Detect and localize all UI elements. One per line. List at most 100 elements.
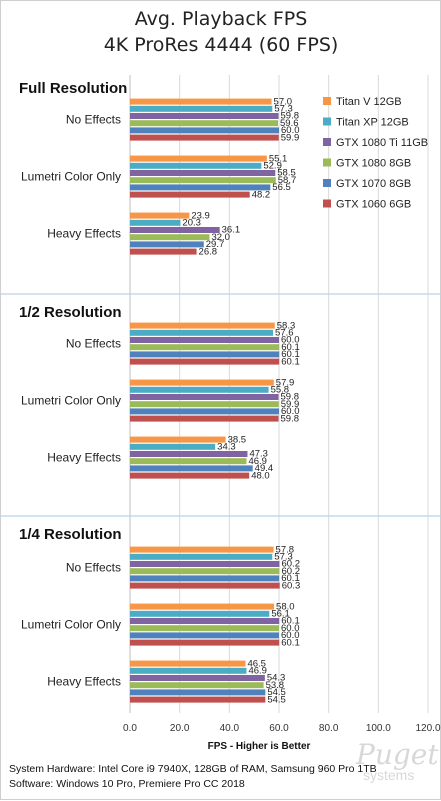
bar-value-label: 57.0	[274, 96, 293, 107]
bar-value-label: 54.3	[267, 673, 286, 684]
bar-value-label: 60.1	[281, 349, 300, 360]
bar	[130, 344, 280, 351]
bar	[130, 358, 280, 365]
bar-value-label: 55.8	[271, 385, 290, 396]
bars: 57.057.359.859.660.059.955.152.958.558.7…	[130, 96, 300, 705]
bar	[130, 451, 248, 457]
bar	[130, 191, 250, 198]
legend-entry: GTX 1060 6GB	[336, 199, 411, 211]
bar-value-label: 23.9	[191, 210, 210, 221]
bar-value-label: 58.0	[276, 601, 295, 612]
legend-swatch	[323, 97, 331, 105]
legend-swatch	[323, 138, 331, 146]
bar	[130, 675, 265, 681]
bar	[130, 98, 272, 105]
bar	[130, 610, 270, 617]
footer-software: Software: Windows 10 Pro, Premiere Pro C…	[9, 778, 245, 790]
chart-title: Avg. Playback FPS	[135, 8, 308, 30]
bar	[130, 632, 279, 639]
bar-value-label: 54.5	[267, 694, 286, 705]
bar	[130, 465, 253, 472]
bar-value-label: 32.0	[211, 232, 230, 243]
bar-value-label: 55.1	[269, 153, 288, 164]
bar-value-label: 60.2	[281, 559, 300, 570]
bar-value-label: 36.1	[222, 225, 241, 236]
bar	[130, 458, 247, 465]
legend-swatch	[323, 199, 331, 208]
bar-value-label: 60.1	[281, 637, 300, 648]
category-label: Heavy Effects	[47, 675, 121, 689]
bar	[130, 120, 279, 127]
category-label: No Effects	[66, 113, 121, 127]
bar	[130, 618, 280, 624]
legend-entry: GTX 1080 8GB	[336, 158, 411, 170]
bar	[130, 162, 262, 169]
legend-entry: GTX 1080 Ti 11GB	[336, 137, 428, 149]
bar-value-label: 60.0	[281, 125, 300, 136]
legend-swatch	[323, 179, 331, 187]
bar-value-label: 59.8	[281, 413, 300, 424]
bar	[130, 546, 274, 553]
bar-value-label: 57.6	[275, 328, 294, 339]
bar-value-label: 48.2	[252, 189, 270, 200]
bar	[130, 219, 181, 226]
section-title: 1/4 Resolution	[19, 526, 122, 543]
x-tick-label: 40.0	[220, 723, 240, 734]
bar	[130, 227, 220, 233]
bar	[130, 155, 267, 162]
bar	[130, 386, 269, 393]
bar-value-label: 59.9	[281, 399, 300, 410]
bar	[130, 401, 279, 408]
bar-value-label: 34.3	[217, 442, 236, 453]
bar	[130, 575, 280, 582]
bar	[130, 561, 280, 567]
watermark-sub: systems	[363, 767, 414, 783]
bar	[130, 170, 276, 176]
footer-hardware: System Hardware: Intel Core i9 7940X, 12…	[9, 763, 377, 775]
x-tick-label: 80.0	[319, 723, 339, 734]
bar	[130, 177, 276, 184]
watermark: Puget systems	[355, 738, 439, 783]
bar	[130, 322, 275, 329]
bar	[130, 394, 279, 400]
bar	[130, 248, 197, 255]
bar	[130, 134, 279, 141]
bar-value-label: 48.0	[251, 470, 270, 481]
bar-value-label: 60.1	[281, 356, 300, 367]
bar-value-label: 57.9	[276, 377, 295, 388]
bar-value-label: 60.0	[281, 335, 300, 346]
bar-value-label: 47.3	[249, 449, 268, 460]
bar	[130, 234, 210, 241]
bar	[130, 553, 273, 560]
bar	[130, 625, 279, 632]
bar-value-label: 57.3	[274, 552, 293, 563]
bar-value-label: 60.0	[281, 406, 300, 417]
bar	[130, 113, 279, 119]
bar	[130, 443, 216, 450]
category-label: Lumetri Color Only	[21, 170, 121, 184]
bar-value-label: 49.4	[255, 463, 274, 474]
x-ticks: 0.0 20.0 40.0 60.0 80.0 100.0 120.0	[123, 723, 441, 734]
bar-value-label: 46.9	[248, 456, 266, 467]
bar	[130, 127, 279, 134]
legend-entry: Titan XP 12GB	[336, 117, 409, 129]
bar-value-label: 52.9	[263, 161, 282, 172]
bar-value-label: 59.9	[281, 132, 300, 143]
category-label: Lumetri Color Only	[21, 394, 121, 408]
bar	[130, 667, 247, 674]
bar-value-label: 60.1	[281, 616, 300, 627]
bar-value-label: 46.9	[248, 666, 266, 677]
bar	[130, 184, 271, 191]
bar-value-label: 26.8	[199, 246, 218, 257]
bar-value-label: 58.3	[277, 320, 296, 331]
bar-value-label: 57.8	[276, 544, 295, 555]
section-title: 1/2 Resolution	[19, 304, 122, 321]
bar	[130, 689, 266, 696]
bar	[130, 436, 226, 443]
bar	[130, 105, 273, 112]
bar-value-label: 60.1	[281, 342, 300, 353]
bar-value-label: 60.2	[281, 566, 300, 577]
chart-subtitle: 4K ProRes 4444 (60 FPS)	[104, 34, 339, 56]
legend-swatch	[323, 158, 331, 167]
